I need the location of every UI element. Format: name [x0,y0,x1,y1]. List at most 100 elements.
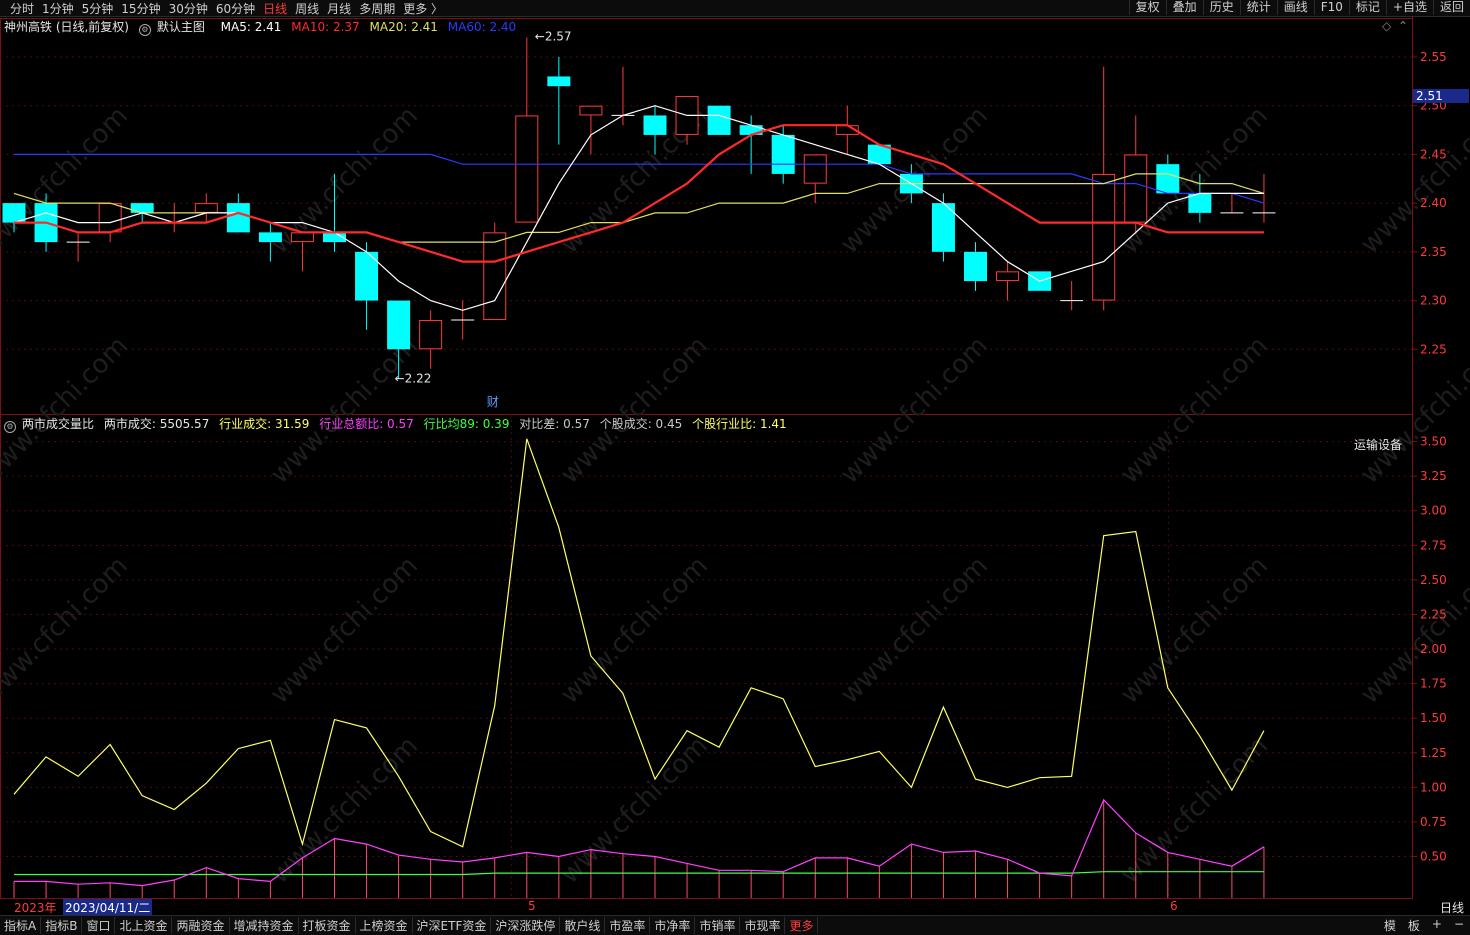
tool-button-3[interactable]: 统计 [1239,0,1277,15]
settings-icon[interactable]: ⚙ [4,421,16,433]
price-tick-label: 2.45 [1420,147,1447,161]
stock-industry-ratio: 个股行业比: 1.41 [692,417,787,431]
indicator-tab-7[interactable]: 上榜资金 [356,917,413,934]
industry-avg-line [14,871,1264,876]
candle [483,222,507,321]
bottom-control-3[interactable]: − [1453,917,1464,931]
watermark-text: www.cfchi.com [835,551,994,710]
month-6-label: 6 [1170,899,1178,913]
period-tab-1[interactable]: 1分钟 [42,1,74,16]
candlestick-layer [2,37,1276,379]
period-tabs: 分时 1分钟 5分钟 15分钟 30分钟 60分钟 日线 周线 月线 多周期 更多 〉 [0,0,447,17]
indicator-tab-3[interactable]: 北上资金 [115,917,173,934]
candle-body [547,76,571,87]
tool-button-7[interactable]: +自选 [1385,0,1433,15]
sub-tick-label: 1.50 [1420,711,1447,725]
period-tab-4[interactable]: 30分钟 [168,1,208,16]
moving-average-lines [13,105,1265,311]
candle-body [387,300,411,350]
indicator-tab-5[interactable]: 增减持资金 [230,917,299,934]
indicator-tab-6[interactable]: 打板资金 [299,917,356,934]
period-tab-0[interactable]: 分时 [10,1,35,16]
period-tab-10[interactable]: 更多 〉 [403,1,444,16]
stock-title[interactable]: 神州高铁 (日线,前复权) [4,20,129,34]
candle-body [579,105,603,116]
candle [2,203,26,233]
tool-button-8[interactable]: 返回 [1432,0,1470,15]
stock-chart[interactable]: www.cfchi.com www.cfchi.com www.cfchi.com w… [0,16,1470,899]
tool-button-1[interactable]: 叠加 [1165,0,1203,15]
indicator-tab-4[interactable]: 两融资金 [172,917,230,934]
bottom-control-0[interactable]: 模 [1383,919,1396,933]
indicator-tabs-bar: 指标A 指标B 窗口 北上资金 两融资金 增减持资金 打板资金 上榜资金 沪深ETF资金 沪深涨跌… [0,915,1470,935]
tool-button-5[interactable]: F10 [1313,0,1349,15]
candle-body [258,232,282,243]
price-axis: 2.55 2.50 2.45 2.40 2.35 2.30 2.25 2.51 3.50 3.25… [1412,50,1469,864]
indicator-tab-10[interactable]: 散户线 [560,917,606,934]
compare-diff: 对比差: 0.57 [519,417,590,431]
watermark-text: www.cfchi.com [0,331,134,490]
candle-body [996,271,1020,282]
candle-body [803,154,827,184]
period-tab-9[interactable]: 多周期 [359,1,396,16]
settings-icon[interactable]: ⚙ [138,24,151,36]
tool-button-0[interactable]: 复权 [1128,0,1166,15]
indicator-tab-13[interactable]: 市销率 [695,917,741,934]
indicator-tab-2[interactable]: 窗口 [82,917,116,934]
earnings-marker: 财 [487,395,499,409]
candle-body [323,232,346,243]
current-price-label: 2.51 [1416,89,1443,103]
indicator-tab-14[interactable]: 市现率 [740,917,786,934]
candle-body [964,251,987,282]
candle-body [2,203,26,223]
indicator-tab-15[interactable]: 更多 [785,917,819,934]
candle-body [1092,173,1116,301]
period-label[interactable]: 日线 [1439,901,1464,915]
ma60-value: MA60: 2.40 [447,20,517,34]
indicator-tab-12[interactable]: 市净率 [650,917,696,934]
period-tab-3[interactable]: 15分钟 [121,1,161,16]
template-name[interactable]: ⚙ 默认主图 [138,20,211,36]
sub-tick-label: 2.25 [1420,607,1447,621]
high-price-marker: ←2.57 [535,29,572,43]
candle [1188,173,1212,223]
candle-body [355,251,379,301]
candle-body [419,320,443,350]
candle [1092,66,1116,311]
indicator-name[interactable]: 两市成交量比 [22,417,95,431]
period-tab-6[interactable]: 日线 [263,1,288,16]
price-tick-label: 2.35 [1420,245,1447,259]
period-tab-2[interactable]: 5分钟 [81,1,114,16]
indicator-tab-11[interactable]: 市盈率 [605,917,651,934]
candle-body [867,144,891,165]
tool-button-4[interactable]: 画线 [1276,0,1314,15]
candle [515,37,539,223]
sub-tick-label: 2.50 [1420,573,1447,587]
indicator-tab-8[interactable]: 沪深ETF资金 [413,917,492,934]
sub-indicator-layer [13,438,1265,898]
candle-body [739,125,763,135]
tool-button-6[interactable]: 标记 [1348,0,1386,15]
candle [194,193,218,223]
candle [162,203,186,233]
candle-body [707,105,731,135]
sector-label: 运输设备 [1353,438,1402,452]
period-tab-8[interactable]: 月线 [327,1,352,16]
watermark-text: www.cfchi.com [265,551,424,710]
bottom-control-2[interactable]: + [1431,917,1442,931]
indicator-tab-9[interactable]: 沪深涨跌停 [491,917,561,934]
watermark-text: www.cfchi.com [265,731,424,890]
period-tab-5[interactable]: 60分钟 [215,1,256,16]
indicator-tab-1[interactable]: 指标B [41,917,83,934]
bottom-control-1[interactable]: 板 [1407,919,1420,933]
sub-tick-label: 1.25 [1420,746,1447,760]
industry-ratio-line [14,798,1265,887]
tool-button-2[interactable]: 历史 [1202,0,1240,15]
ma10-line [14,124,1264,263]
period-tab-7[interactable]: 周线 [295,1,320,16]
candle-body [194,203,218,213]
price-tick-label: 2.55 [1420,50,1447,64]
indicator-tab-0[interactable]: 指标A [0,917,42,934]
candle [867,144,891,165]
diamond-icon: ◇ [1382,19,1392,33]
